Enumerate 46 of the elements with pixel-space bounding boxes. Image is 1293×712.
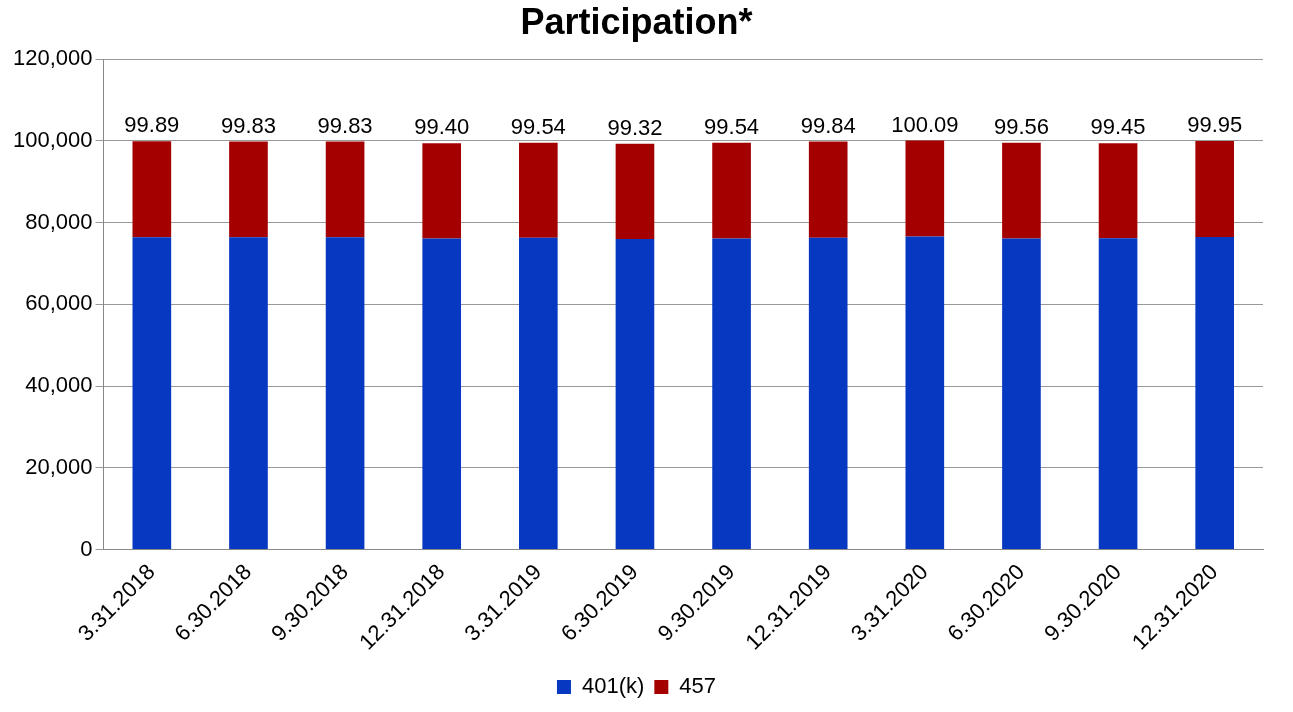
bar bbox=[905, 236, 945, 549]
bar bbox=[808, 237, 848, 549]
bar bbox=[519, 142, 558, 238]
annotation: 99.45 bbox=[1090, 114, 1146, 140]
y-tick-label: 100,000 bbox=[12, 126, 93, 152]
legend-label: 401(k) bbox=[581, 673, 645, 699]
bar bbox=[229, 237, 268, 549]
bar bbox=[1002, 238, 1041, 549]
y-tick-label: 40,000 bbox=[25, 372, 93, 398]
bar bbox=[1002, 142, 1041, 239]
bar bbox=[1195, 236, 1235, 549]
bar bbox=[1098, 143, 1138, 239]
annotation: 99.56 bbox=[993, 113, 1049, 139]
bar bbox=[905, 140, 945, 237]
bar bbox=[712, 238, 751, 549]
annotation: 99.83 bbox=[220, 112, 276, 138]
bar bbox=[1195, 141, 1235, 237]
annotation: 99.54 bbox=[510, 113, 566, 139]
chart-title: Participation* bbox=[520, 0, 753, 42]
bar bbox=[712, 142, 751, 239]
y-tick-label: 120,000 bbox=[12, 45, 93, 71]
bar bbox=[325, 237, 365, 549]
bar bbox=[132, 141, 172, 238]
y-tick-label: 0 bbox=[80, 535, 93, 561]
bar bbox=[229, 141, 268, 238]
y-tick-label: 80,000 bbox=[25, 208, 93, 234]
y-tick-label: 20,000 bbox=[25, 453, 93, 479]
annotation: 99.83 bbox=[317, 112, 373, 138]
bar bbox=[808, 141, 848, 238]
bar bbox=[132, 237, 172, 549]
annotation: 100.09 bbox=[891, 111, 959, 137]
bar bbox=[519, 237, 558, 549]
annotation: 99.84 bbox=[800, 112, 856, 138]
y-tick-label: 60,000 bbox=[25, 290, 93, 316]
annotation: 99.40 bbox=[414, 114, 470, 140]
annotation: 99.95 bbox=[1187, 112, 1243, 138]
bar bbox=[325, 141, 365, 238]
annotation: 99.32 bbox=[607, 114, 663, 140]
annotation: 99.89 bbox=[124, 112, 180, 138]
bar bbox=[615, 238, 655, 549]
legend-label: 457 bbox=[679, 673, 717, 699]
bar bbox=[422, 143, 462, 239]
annotation: 99.54 bbox=[704, 113, 760, 139]
bar bbox=[615, 143, 655, 239]
bar bbox=[422, 238, 462, 549]
bar bbox=[1098, 238, 1138, 549]
